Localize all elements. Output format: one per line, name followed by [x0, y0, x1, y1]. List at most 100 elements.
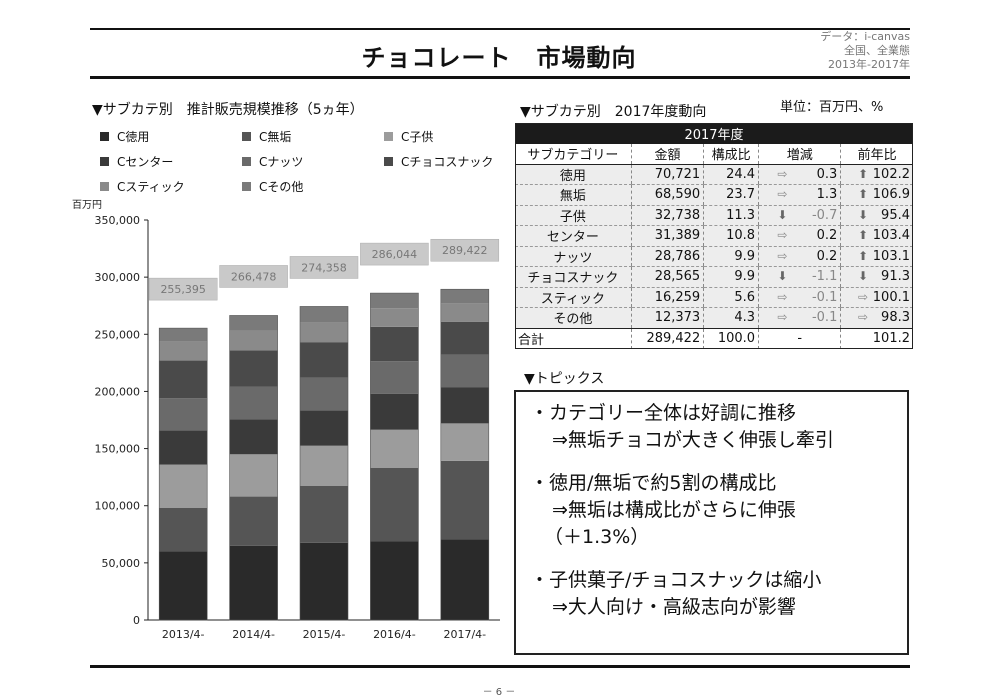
bar-segment	[440, 460, 489, 540]
legend-swatch	[384, 157, 393, 166]
row-name: その他	[515, 307, 632, 329]
row-diff: ⇨ -0.1	[758, 287, 841, 308]
topic-line: ・子供菓子/チョコスナックは縮小	[530, 569, 822, 591]
col-amount: 金額	[630, 143, 704, 165]
table-row: チョコスナック 28,565 9.9 ⬇ -1.1 ⬇ 91.3	[515, 266, 913, 288]
table-total-row: 合計 289,422 100.0 - 101.2	[515, 327, 913, 349]
table-row: 徳用 70,721 24.4 ⇨ 0.3 ⬆ 102.2	[515, 164, 913, 185]
row-share: 9.9	[703, 266, 759, 288]
total-data-label: 286,044	[372, 248, 418, 261]
bar-segment	[300, 410, 348, 446]
diff-value: -0.7	[811, 207, 838, 223]
table-row: スティック 16,259 5.6 ⇨ -0.1 ⇨ 100.1	[515, 287, 913, 308]
row-share: 4.3	[703, 307, 759, 329]
total-data-label: 274,358	[301, 261, 347, 274]
bar-segment	[159, 341, 208, 361]
legend-item: C子供	[384, 128, 433, 145]
bar-segment	[370, 429, 419, 468]
bar-segment	[229, 545, 278, 620]
column-header-row: サブカテゴリー 金額 構成比 増減 前年比	[515, 143, 913, 165]
diff-arrow-icon: ⬇	[777, 269, 788, 284]
topic-item: ・徳用/無垢で約5割の構成比 ⇒無垢は構成比がさらに伸張 （＋1.3%）	[530, 470, 907, 551]
stacked-bar-chart: 百万円 0 50,000 100,000 150,000 200,000 250,000 30…	[72, 199, 500, 641]
row-name: 徳用	[515, 164, 632, 185]
yoy-value: 95.4	[881, 207, 910, 223]
bar-segment	[229, 419, 278, 455]
x-tick-label: 2014/4-	[232, 628, 275, 641]
total-data-label: 266,478	[231, 270, 277, 283]
y-tick-label: 150,000	[95, 443, 141, 456]
bar-segment	[370, 361, 419, 394]
bar-segment	[440, 423, 489, 461]
source-line: データ：i-canvas	[820, 30, 910, 43]
bar-segment	[300, 306, 348, 323]
bar-segment	[159, 360, 208, 399]
diff-arrow-icon: ⇨	[777, 248, 788, 263]
diff-arrow-icon: ⇨	[777, 187, 788, 202]
footer-rule	[90, 665, 910, 668]
table-row: 無垢 68,590 23.7 ⇨ 1.3 ⬆ 106.9	[515, 184, 913, 206]
yoy-value: 106.9	[872, 187, 910, 203]
row-yoy: ⇨ 100.1	[840, 287, 913, 308]
topic-line: ・徳用/無垢で約5割の構成比	[530, 472, 777, 494]
yoy-value: 102.2	[872, 166, 910, 182]
bar-segment	[370, 468, 419, 542]
total-diff: -	[758, 327, 841, 349]
y-tick-label: 250,000	[95, 328, 141, 341]
bar-segment	[440, 387, 489, 424]
table-row: センター 31,389 10.8 ⇨ 0.2 ⬆ 103.4	[515, 225, 913, 247]
table-row: その他 12,373 4.3 ⇨ -0.1 ⇨ 98.3	[515, 307, 913, 329]
row-diff: ⇨ 0.2	[758, 246, 841, 267]
legend-swatch	[100, 132, 109, 141]
row-name: 無垢	[515, 184, 632, 206]
x-tick-label: 2013/4-	[162, 628, 205, 641]
total-callout-box	[219, 265, 288, 288]
bar-segment	[159, 430, 208, 465]
total-callout-box	[430, 238, 500, 262]
diff-value: 0.3	[816, 166, 838, 182]
yoy-arrow-icon: ⇨	[857, 289, 869, 304]
col-yoy: 前年比	[840, 143, 913, 165]
legend-item: Cその他	[242, 178, 303, 195]
bar-segment	[370, 293, 419, 309]
yoy-arrow-icon: ⬆	[857, 228, 869, 243]
x-tick-label: 2015/4-	[303, 628, 346, 641]
legend-item: C無垢	[242, 128, 291, 145]
yoy-value: 103.4	[872, 228, 910, 244]
table-section-title: ▼サブカテ別 2017年度動向	[520, 104, 707, 120]
topics-section-title: ▼トピックス	[524, 371, 605, 387]
bar-segment	[229, 350, 278, 387]
chart-section-title: ▼サブカテ別 推計販売規模推移（5ヵ年）	[92, 102, 364, 118]
top-rule	[90, 28, 910, 30]
topic-line: ⇒大人向け・高級志向が影響	[552, 596, 796, 618]
trend-table: 2017年度 サブカテゴリー 金額 構成比 増減 前年比 徳用 70,721 2…	[515, 123, 913, 349]
y-tick-label: 350,000	[95, 214, 141, 227]
total-amount: 289,422	[630, 327, 704, 349]
diff-arrow-icon: ⇨	[777, 289, 788, 304]
bar-segment	[229, 496, 278, 546]
row-name: チョコスナック	[515, 266, 632, 288]
bar-segment	[440, 539, 489, 620]
bar-segment	[229, 454, 278, 497]
x-tick-label: 2016/4-	[373, 628, 416, 641]
bar-outline	[229, 315, 278, 621]
source-line: 全国、全業態	[844, 44, 910, 57]
bar-segment	[159, 464, 208, 508]
row-amount: 70,721	[630, 164, 704, 185]
yoy-arrow-icon: ⇨	[857, 310, 869, 325]
bar-segment	[300, 377, 348, 411]
legend-label: C無垢	[259, 130, 292, 144]
bar-segment	[300, 322, 348, 343]
legend-item: Cスティック	[100, 178, 185, 195]
legend-label: C子供	[401, 130, 434, 144]
topic-line: （＋1.3%）	[544, 526, 650, 548]
row-amount: 68,590	[630, 184, 704, 206]
row-share: 9.9	[703, 246, 759, 267]
total-share: 100.0	[703, 327, 759, 349]
row-amount: 28,565	[630, 266, 704, 288]
row-name: ナッツ	[515, 246, 632, 267]
bar-segment	[229, 315, 278, 331]
row-name: 子供	[515, 205, 632, 226]
row-diff: ⬇ -0.7	[758, 205, 841, 226]
row-yoy: ⬇ 91.3	[840, 266, 913, 288]
